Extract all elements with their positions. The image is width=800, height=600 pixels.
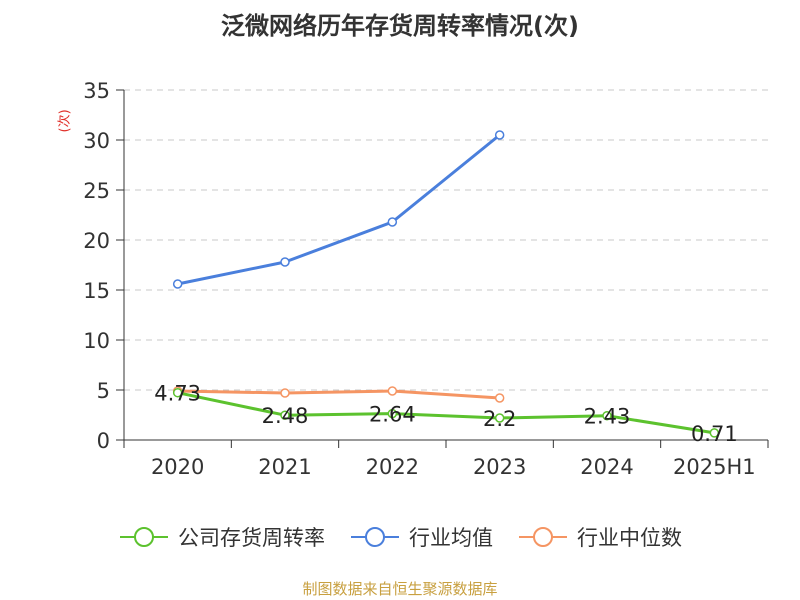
y-tick-label: 30 bbox=[83, 129, 110, 153]
data-point bbox=[280, 388, 290, 398]
y-tick-label: 10 bbox=[83, 329, 110, 353]
legend-line-circle-icon bbox=[120, 527, 168, 547]
legend-label-industry-mean: 行业均值 bbox=[409, 526, 493, 550]
legend-label-company: 公司存货周转率 bbox=[178, 526, 325, 550]
data-label: 0.71 bbox=[691, 422, 738, 446]
series-line-0 bbox=[177, 391, 715, 435]
y-tick-label: 20 bbox=[83, 229, 110, 253]
legend-line-circle-icon bbox=[351, 527, 399, 547]
x-tick-label: 2022 bbox=[366, 455, 419, 479]
legend-item-industry-median[interactable]: 行业中位数 bbox=[517, 522, 682, 552]
legend-item-industry-mean[interactable]: 行业均值 bbox=[349, 522, 493, 552]
y-tick-label: 25 bbox=[83, 179, 110, 203]
legend: 公司存货周转率 行业均值 行业中位数 bbox=[0, 520, 800, 554]
data-point bbox=[494, 130, 505, 140]
y-tick-label: 5 bbox=[97, 379, 110, 403]
data-label: 2.2 bbox=[483, 407, 516, 431]
x-tick-label: 2020 bbox=[151, 455, 204, 479]
data-point bbox=[387, 408, 398, 419]
x-tick-label: 2025H1 bbox=[673, 455, 756, 479]
data-point bbox=[494, 413, 505, 423]
legend-line-circle-icon bbox=[519, 527, 567, 547]
legend-item-company[interactable]: 公司存货周转率 bbox=[118, 522, 325, 552]
chart-title: 泛微网络历年存货周转率情况(次) bbox=[221, 12, 579, 40]
data-point bbox=[172, 387, 183, 398]
data-point bbox=[709, 428, 720, 438]
series-line-1 bbox=[177, 133, 501, 286]
x-tick-label: 2021 bbox=[258, 455, 311, 479]
data-source-note: 制图数据来自恒生聚源数据库 bbox=[302, 580, 498, 598]
data-point bbox=[280, 410, 290, 420]
x-tick-label: 2024 bbox=[580, 455, 633, 479]
data-label: 2.43 bbox=[584, 405, 631, 429]
data-point bbox=[172, 279, 183, 289]
data-label: 2.48 bbox=[262, 404, 309, 428]
data-point bbox=[494, 393, 505, 403]
data-point bbox=[602, 410, 612, 421]
y-tick-label: 15 bbox=[83, 279, 110, 303]
series-line-2 bbox=[177, 389, 500, 400]
y-tick-label: 0 bbox=[97, 429, 110, 453]
data-label: 2.64 bbox=[369, 403, 416, 427]
data-point bbox=[387, 386, 398, 396]
data-point bbox=[387, 217, 398, 227]
x-tick-label: 2023 bbox=[473, 455, 526, 479]
data-point bbox=[280, 257, 290, 267]
y-tick-label: 35 bbox=[83, 79, 110, 103]
data-label: 4.73 bbox=[154, 382, 201, 406]
legend-label-industry-median: 行业中位数 bbox=[577, 526, 682, 550]
